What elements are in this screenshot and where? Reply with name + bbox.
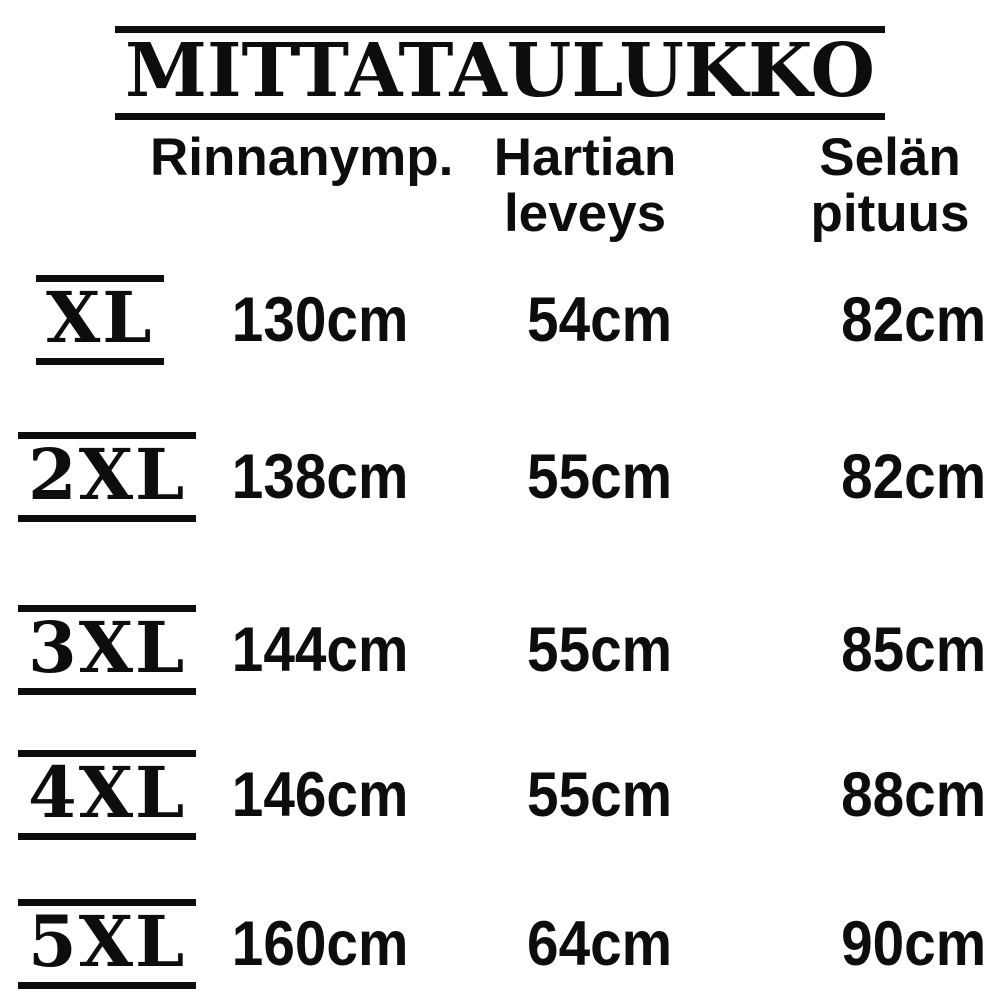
table-row: 3XL 144cm 55cm 85cm	[0, 600, 1000, 700]
back-value: 82cm	[840, 442, 986, 512]
chest-value: 146cm	[231, 760, 409, 830]
size-badge: 4XL	[18, 750, 197, 840]
shoulder-value-cell: 55cm	[435, 614, 765, 686]
chest-value-cell: 138cm	[205, 441, 435, 513]
chest-value-cell: 130cm	[205, 284, 435, 356]
table-row: 2XL 138cm 55cm 82cm	[0, 427, 1000, 527]
back-value-cell: 82cm	[765, 284, 1000, 356]
chest-value: 138cm	[231, 442, 409, 512]
shoulder-value: 54cm	[527, 285, 673, 355]
table-row: 4XL 146cm 55cm 88cm	[0, 745, 1000, 845]
column-header-shoulder-line2: leveys	[503, 184, 667, 243]
chart-title: MITTATAULUKKO	[115, 26, 885, 120]
size-cell: 5XL	[0, 899, 205, 989]
size-cell: 4XL	[0, 750, 205, 840]
chest-value: 144cm	[231, 615, 409, 685]
size-badge: 5XL	[18, 899, 197, 989]
back-value: 82cm	[840, 285, 986, 355]
column-header-back: Selän pituus	[765, 130, 1000, 242]
shoulder-value: 55cm	[527, 442, 673, 512]
shoulder-value: 55cm	[527, 760, 673, 830]
shoulder-value-cell: 55cm	[435, 759, 765, 831]
column-header-back-line2: pituus	[810, 184, 970, 243]
table-row: 5XL 160cm 64cm 90cm	[0, 894, 1000, 994]
back-value-cell: 85cm	[765, 614, 1000, 686]
size-badge: XL	[36, 275, 164, 365]
size-badge: 2XL	[18, 432, 197, 522]
title-block: MITTATAULUKKO	[0, 26, 1000, 120]
chest-value: 160cm	[231, 909, 409, 979]
back-value: 90cm	[840, 909, 986, 979]
shoulder-value: 55cm	[527, 615, 673, 685]
back-value-cell: 90cm	[765, 908, 1000, 980]
table-row: XL 130cm 54cm 82cm	[0, 270, 1000, 370]
back-value-cell: 88cm	[765, 759, 1000, 831]
chest-value-cell: 146cm	[205, 759, 435, 831]
back-value: 88cm	[840, 760, 986, 830]
size-cell: 3XL	[0, 605, 205, 695]
column-header-shoulder-line1: Hartian	[493, 128, 677, 187]
back-value-cell: 82cm	[765, 441, 1000, 513]
size-cell: XL	[0, 275, 205, 365]
column-header-shoulder: Hartian leveys	[440, 130, 730, 242]
column-header-chest-label: Rinnanymp.	[150, 128, 454, 187]
chest-value: 130cm	[231, 285, 409, 355]
size-badge: 3XL	[18, 605, 197, 695]
column-header-chest: Rinnanymp.	[150, 130, 453, 186]
shoulder-value: 64cm	[527, 909, 673, 979]
back-value: 85cm	[840, 615, 986, 685]
shoulder-value-cell: 54cm	[435, 284, 765, 356]
shoulder-value-cell: 64cm	[435, 908, 765, 980]
column-header-back-line1: Selän	[819, 128, 961, 187]
chest-value-cell: 160cm	[205, 908, 435, 980]
size-cell: 2XL	[0, 432, 205, 522]
chest-value-cell: 144cm	[205, 614, 435, 686]
shoulder-value-cell: 55cm	[435, 441, 765, 513]
